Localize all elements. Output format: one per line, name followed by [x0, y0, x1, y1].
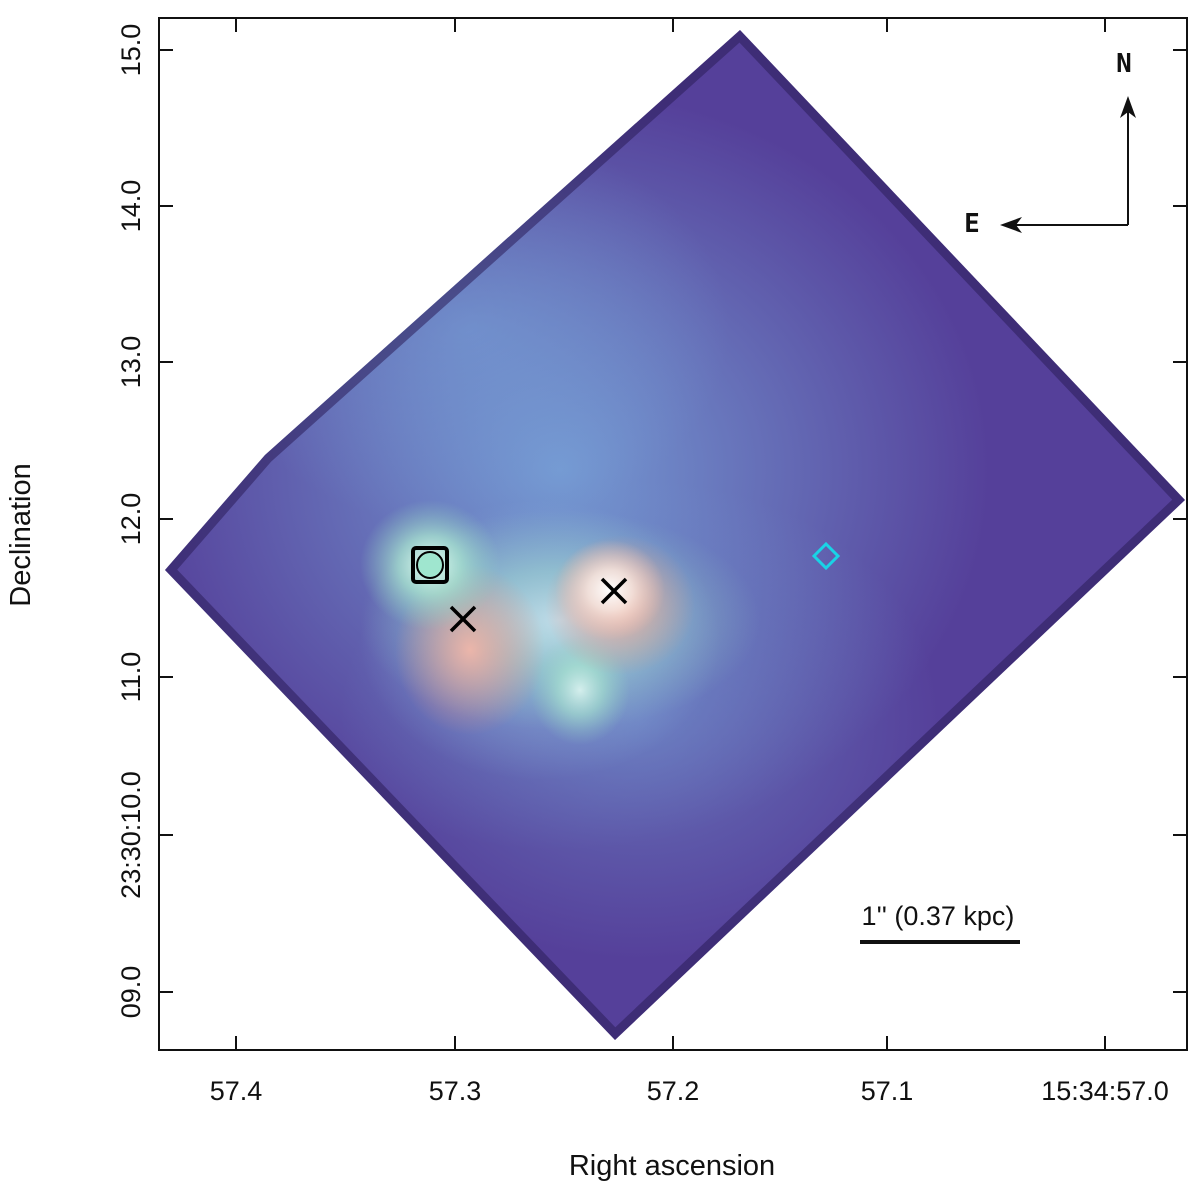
x-axis-ticks	[235, 18, 1106, 1050]
x-marker	[449, 605, 477, 633]
north-arrowhead-icon	[1120, 96, 1136, 118]
x-tick-label: 57.3	[429, 1076, 482, 1106]
y-tick-label: 09.0	[116, 966, 146, 1019]
y-tick-label: 11.0	[116, 652, 146, 703]
y-axis-ticks	[159, 49, 1187, 993]
scale-bar-label: 1'' (0.37 kpc)	[862, 901, 1015, 931]
x-axis-label: Right ascension	[569, 1150, 775, 1182]
markers	[411, 541, 841, 633]
circle-marker	[416, 551, 444, 579]
square-marker	[411, 546, 449, 584]
y-tick-label: 15.0	[116, 24, 146, 77]
y-tick-label: 23:30:10.0	[116, 771, 146, 899]
east-label: E	[964, 209, 980, 239]
compass-rose	[1000, 96, 1136, 233]
x-marker	[600, 577, 628, 605]
y-axis-label: Declination	[5, 463, 37, 606]
x-tick-label: 57.4	[210, 1076, 263, 1106]
y-tick-label: 14.0	[116, 180, 146, 233]
diamond-marker	[811, 541, 841, 571]
east-arrowhead-icon	[1000, 217, 1022, 233]
x-tick-label: 15:34:57.0	[1041, 1076, 1169, 1106]
y-tick-label: 13.0	[116, 336, 146, 389]
x-tick-label: 57.2	[647, 1076, 700, 1106]
sky-image	[165, 30, 1185, 1040]
x-tick-label: 57.1	[861, 1076, 914, 1106]
y-tick-label: 12.0	[116, 493, 146, 546]
north-label: N	[1116, 49, 1132, 79]
